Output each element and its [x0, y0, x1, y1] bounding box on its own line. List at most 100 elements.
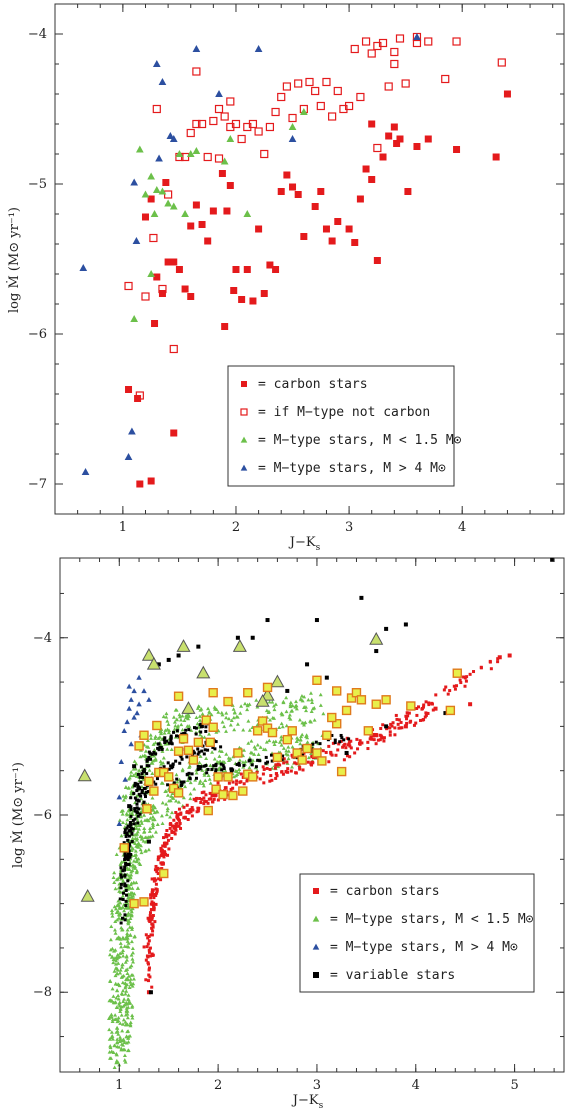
data-point-filled-square-carbon	[424, 135, 432, 143]
data-point-filled-square-variable	[403, 622, 408, 627]
model-track-point-mtype	[121, 798, 126, 802]
top-axis-ticks: 1 2 3 4 −7 −6 −5 −4	[28, 4, 564, 535]
model-track-point-mtype	[121, 953, 126, 958]
model-track-point-variable	[145, 772, 149, 776]
model-track-point-mtype	[126, 911, 131, 915]
data-point-obs-square-obs_fill	[173, 788, 184, 798]
model-track-point-mtype	[175, 779, 180, 784]
model-track-point-carbon	[162, 836, 166, 840]
model-track-point-variable	[133, 796, 137, 800]
model-track-point-variable	[127, 862, 131, 866]
model-track-point-mtype	[136, 841, 141, 845]
model-track-point-variable	[124, 856, 128, 860]
data-point-obs-square-obs_fill	[317, 756, 327, 766]
model-track-point-mtype	[165, 719, 170, 723]
model-track-point-mtype	[174, 717, 179, 721]
model-track-point-carbon	[149, 908, 153, 912]
data-point-obs-square-obs_fill	[173, 691, 184, 701]
model-track-point-carbon	[414, 721, 418, 725]
model-track-point-carbon	[162, 855, 166, 859]
model-track-point-mtype	[133, 767, 138, 771]
data-point-open-square-carbon	[135, 391, 144, 400]
model-track-point-mtype	[184, 713, 189, 718]
model-track-point-carbon	[356, 747, 360, 751]
model-track-point-carbon	[280, 770, 284, 774]
model-track-point-carbon	[176, 816, 180, 820]
model-track-point-mtype	[117, 905, 122, 909]
model-track-point-mtype	[126, 786, 131, 790]
model-track-point-variable	[342, 738, 346, 742]
model-track-point-carbon	[166, 838, 170, 842]
model-track-point-mtype	[152, 817, 157, 822]
model-track-point-mtype	[318, 692, 323, 697]
model-track-point-carbon	[179, 826, 183, 830]
data-point-filled-square-carbon	[181, 285, 189, 293]
model-track-point-mtype	[112, 949, 117, 953]
data-point-filled-square-variable	[156, 662, 161, 667]
data-point-obs-square-obs_fill	[332, 686, 342, 696]
model-track-point-mtype	[247, 702, 252, 706]
model-track-point-mtype	[108, 937, 113, 942]
model-track-point-mtype	[147, 829, 152, 833]
data-point-obs-square-obs_fill	[292, 748, 302, 758]
model-track-point-carbon	[417, 705, 421, 709]
model-track-point-mtype	[258, 745, 263, 749]
model-track-point-mtype	[143, 849, 148, 853]
model-track-point-carbon	[149, 896, 153, 900]
model-track-point-variable	[136, 811, 140, 815]
model-track-point-mtype	[131, 859, 136, 863]
model-track-point-carbon	[415, 706, 419, 710]
model-track-point-mtype	[126, 1040, 131, 1044]
model-track-point-mtype	[114, 852, 119, 857]
model-track-point-carbon	[424, 700, 428, 704]
model-track-point-variable	[133, 809, 137, 813]
model-track-point-carbon	[147, 935, 151, 939]
model-track-point-mtype	[288, 702, 293, 707]
model-track-point-variable	[126, 879, 130, 883]
model-track-point-carbon	[337, 742, 341, 746]
model-track-point-carbon	[200, 797, 204, 801]
model-track-point-mtype	[134, 868, 139, 873]
model-track-point-mtype	[223, 769, 228, 773]
legend-label-1: = if M−type not carbon	[258, 405, 430, 420]
model-track-point-carbon	[142, 945, 146, 949]
model-track-point-mtype	[109, 955, 114, 959]
model-track-point-mtype	[113, 931, 118, 935]
model-track-point-mtype	[129, 939, 134, 944]
model-track-point-mtype	[168, 814, 173, 819]
model-track-point-mtype	[298, 738, 303, 742]
model-track-point-carbon	[285, 760, 289, 764]
legend-label-2: = M−type stars, M > 4 M⊙	[330, 940, 518, 955]
data-point-obs-triangle-tri_obs_fill	[196, 665, 211, 679]
data-point-triangle-mtype_low	[147, 270, 155, 277]
model-track-point-variable	[175, 777, 179, 781]
model-track-point-mtype	[116, 916, 121, 920]
model-track-point-mtype	[120, 965, 125, 969]
data-point-obs-square-obs_fill	[193, 737, 204, 748]
model-track-point-variable	[124, 899, 128, 903]
data-point-open-square-carbon	[226, 122, 235, 132]
data-point-triangle-mtype_low	[220, 157, 229, 165]
model-track-point-mtype	[237, 767, 242, 772]
data-point-filled-square-carbon	[300, 233, 308, 240]
model-track-point-mtype	[134, 826, 139, 830]
model-track-point-carbon	[274, 763, 278, 767]
model-track-point-variable	[136, 814, 140, 818]
model-track-point-mtype	[131, 893, 136, 898]
model-track-point-carbon	[150, 900, 154, 904]
model-track-point-carbon	[349, 739, 353, 743]
data-point-triangle-mtype_high	[141, 688, 147, 694]
model-track-point-variable	[256, 758, 260, 762]
model-track-point-variable	[143, 792, 147, 796]
model-track-point-mtype	[133, 771, 138, 776]
data-point-triangle-mtype_high	[128, 741, 134, 747]
model-track-point-mtype	[124, 821, 129, 826]
model-track-point-variable	[156, 742, 160, 746]
model-track-point-mtype	[122, 1053, 127, 1058]
model-track-point-carbon	[349, 746, 353, 750]
model-track-point-mtype	[130, 1015, 135, 1020]
model-track-point-variable	[187, 771, 191, 775]
model-track-point-variable	[163, 741, 167, 745]
model-track-point-variable	[212, 764, 216, 768]
model-track-point-variable	[119, 886, 123, 890]
